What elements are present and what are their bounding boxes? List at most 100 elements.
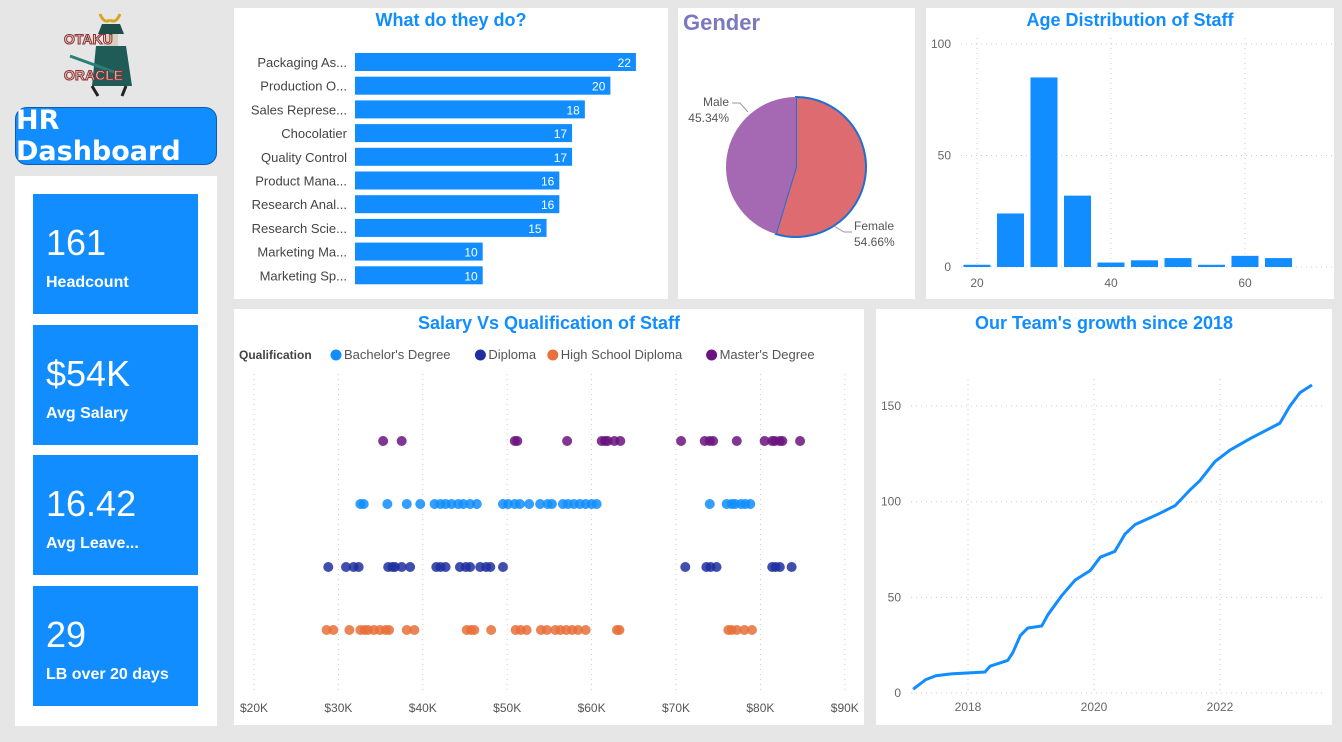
- legend-marker[interactable]: [330, 349, 342, 361]
- data-label: 17: [554, 151, 568, 165]
- age-distribution-chart[interactable]: Age Distribution of Staff 0 50 100 20 40 60: [926, 8, 1334, 299]
- legend-marker[interactable]: [547, 349, 559, 361]
- gender-chart[interactable]: Gender Female 54.66% Male 45.34%: [678, 8, 915, 299]
- slice-label[interactable]: Female: [854, 219, 894, 233]
- scatter-point[interactable]: [541, 625, 552, 635]
- growth-line-mark[interactable]: [912, 383, 1313, 691]
- bar[interactable]: [355, 76, 611, 95]
- slice-label[interactable]: Male: [703, 95, 729, 109]
- scatter-point[interactable]: [591, 499, 602, 509]
- scatter-point[interactable]: [465, 562, 476, 572]
- salary-qualification-chart[interactable]: Salary Vs Qualification of Staff $20K $30…: [234, 309, 864, 725]
- scatter-point[interactable]: [521, 625, 532, 635]
- bar[interactable]: [355, 171, 560, 190]
- bar[interactable]: [355, 218, 547, 237]
- scatter-point[interactable]: [731, 625, 742, 635]
- bar[interactable]: [997, 213, 1024, 267]
- legend-item: Bachelor's Degree: [344, 347, 451, 362]
- scatter-point[interactable]: [409, 625, 420, 635]
- scatter-point[interactable]: [746, 625, 757, 635]
- bar[interactable]: [355, 53, 636, 71]
- scatter-point[interactable]: [323, 562, 334, 572]
- scatter-point[interactable]: [353, 562, 364, 572]
- scatter-point[interactable]: [401, 625, 412, 635]
- pie-slice-female[interactable]: [774, 95, 867, 238]
- bar[interactable]: [1064, 195, 1091, 267]
- bar[interactable]: [1198, 264, 1225, 267]
- bar[interactable]: [355, 195, 560, 214]
- bar[interactable]: [1231, 255, 1259, 267]
- slice-percent[interactable]: 45.34%: [688, 111, 729, 125]
- pie-slice-male[interactable]: [726, 97, 796, 235]
- x-tick-label: 2020: [1081, 700, 1108, 714]
- scatter-point[interactable]: [469, 625, 480, 635]
- data-label: 10: [464, 269, 478, 283]
- scatter-point[interactable]: [415, 499, 426, 509]
- scatter-point[interactable]: [546, 499, 557, 509]
- legend-marker[interactable]: [706, 349, 718, 361]
- scatter-point[interactable]: [514, 499, 525, 509]
- scatter-point[interactable]: [580, 625, 591, 635]
- scatter-point[interactable]: [786, 562, 797, 572]
- bar[interactable]: [355, 124, 573, 143]
- scatter-point[interactable]: [708, 436, 719, 446]
- scatter-point[interactable]: [405, 562, 416, 572]
- scatter-point[interactable]: [535, 499, 546, 509]
- scatter-point[interactable]: [774, 562, 785, 572]
- bar[interactable]: [1131, 260, 1158, 267]
- scatter-point[interactable]: [512, 436, 523, 446]
- scatter-point[interactable]: [614, 625, 625, 635]
- y-tick-label: 100: [931, 37, 951, 51]
- scatter-point[interactable]: [704, 499, 715, 509]
- kpi-lb-over-20[interactable]: 29 LB over 20 days: [33, 586, 198, 706]
- kpi-avg-leave[interactable]: 16.42 Avg Leave...: [33, 455, 198, 575]
- scatter-point[interactable]: [562, 436, 573, 446]
- scatter-point[interactable]: [777, 436, 788, 446]
- bar[interactable]: [1265, 258, 1292, 267]
- scatter-point[interactable]: [358, 499, 369, 509]
- legend-marker[interactable]: [474, 349, 486, 361]
- scatter-point[interactable]: [573, 625, 584, 635]
- kpi-headcount[interactable]: 161 Headcount: [33, 194, 198, 314]
- job-roles-chart[interactable]: What do they do? Packaging As... 22 Produc…: [234, 8, 668, 299]
- scatter-point[interactable]: [471, 499, 482, 509]
- bar[interactable]: [355, 147, 573, 166]
- y-tick-label: 0: [944, 260, 951, 274]
- scatter-point[interactable]: [396, 436, 407, 446]
- scatter-point[interactable]: [739, 625, 750, 635]
- scatter-point[interactable]: [497, 562, 508, 572]
- scatter-point[interactable]: [401, 499, 412, 509]
- scatter-point[interactable]: [676, 436, 687, 446]
- bar[interactable]: [355, 266, 483, 285]
- scatter-point[interactable]: [745, 499, 756, 509]
- scatter-point[interactable]: [384, 625, 395, 635]
- category-label: Quality Control: [261, 150, 347, 165]
- scatter-point[interactable]: [795, 436, 806, 446]
- scatter-point[interactable]: [440, 562, 451, 572]
- bar[interactable]: [1030, 77, 1058, 267]
- scatter-point[interactable]: [615, 436, 626, 446]
- bar[interactable]: [963, 264, 991, 267]
- scatter-point[interactable]: [485, 562, 496, 572]
- scatter-point[interactable]: [382, 499, 393, 509]
- scatter-point[interactable]: [524, 499, 535, 509]
- team-growth-chart[interactable]: Our Team's growth since 2018 0 50 100 150 20…: [876, 309, 1332, 725]
- scatter-point[interactable]: [396, 562, 407, 572]
- scatter-point[interactable]: [486, 625, 497, 635]
- scatter-point[interactable]: [759, 436, 770, 446]
- scatter-point[interactable]: [340, 562, 351, 572]
- hr-dashboard-title[interactable]: HR Dashboard: [15, 105, 217, 167]
- kpi-avg-salary[interactable]: $54K Avg Salary: [33, 325, 198, 445]
- scatter-point[interactable]: [344, 625, 355, 635]
- scatter-point[interactable]: [731, 436, 742, 446]
- scatter-point[interactable]: [378, 436, 389, 446]
- bar[interactable]: [1097, 262, 1125, 267]
- scatter-point[interactable]: [711, 562, 722, 572]
- bar[interactable]: [1164, 258, 1192, 267]
- slice-percent[interactable]: 54.66%: [854, 235, 895, 249]
- scatter-point[interactable]: [680, 562, 691, 572]
- bar[interactable]: [355, 242, 483, 261]
- scatter-point[interactable]: [328, 625, 339, 635]
- kpi-panel: 161 Headcount $54K Avg Salary 16.42 Avg Lea…: [15, 176, 217, 726]
- bar[interactable]: [355, 100, 585, 119]
